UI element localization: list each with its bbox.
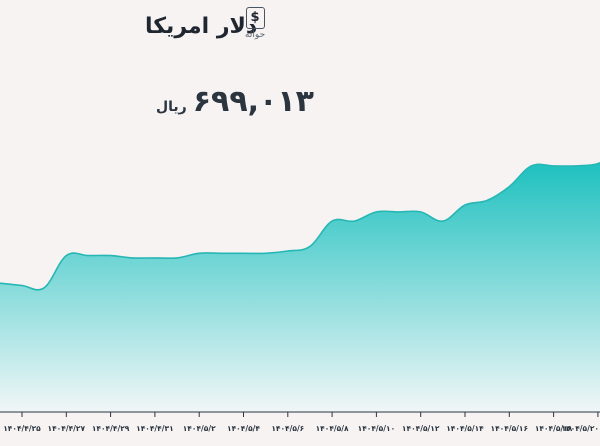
currency-title: دلار امریکا bbox=[145, 14, 258, 39]
area-fill bbox=[0, 162, 600, 412]
price-value: ۶۹۹,۰۱۳ bbox=[192, 84, 314, 119]
dollar-receipt-icon: $ bbox=[245, 7, 265, 29]
area-line bbox=[0, 161, 600, 291]
x-tick-label: ۱۴۰۴/۵/۶ bbox=[271, 424, 304, 433]
x-tick-label: ۱۴۰۴/۵/۱۲ bbox=[402, 424, 440, 433]
x-tick-label: ۱۴۰۴/۴/۲۷ bbox=[48, 424, 86, 433]
transfer-badge: $ حواله bbox=[238, 6, 272, 40]
x-tick-label: ۱۴۰۴/۵/۲ bbox=[183, 424, 216, 433]
x-tick-label: ۱۴۰۴/۴/۳۱ bbox=[136, 424, 174, 433]
x-tick-label: ۱۴۰۴/۴/۲۹ bbox=[92, 424, 130, 433]
x-tick-label: ۱۴۰۴/۴/۲۵ bbox=[3, 424, 41, 433]
price-unit: ریال bbox=[156, 99, 187, 115]
x-tick-label: ۱۴۰۴/۵/۱۶ bbox=[491, 424, 529, 433]
x-tick-label: ۱۴۰۴/۵/۱۴ bbox=[446, 424, 484, 433]
badge-label: حواله bbox=[244, 30, 266, 40]
x-tick-label: ۱۴۰۴/۵/۸ bbox=[316, 424, 349, 433]
x-tick-label: ۱۴۰۴/۵/۴ bbox=[227, 424, 260, 433]
price-display: ۶۹۹,۰۱۳ ریال bbox=[156, 84, 314, 119]
x-tick-label: ۱۴۰۴/۵/۱۰ bbox=[358, 424, 396, 433]
x-tick-label: ۱۴۰۴/۵/۱۸ bbox=[535, 424, 573, 433]
x-tick-label: ۱۴۰۴/۵/۲۰ bbox=[561, 424, 599, 433]
